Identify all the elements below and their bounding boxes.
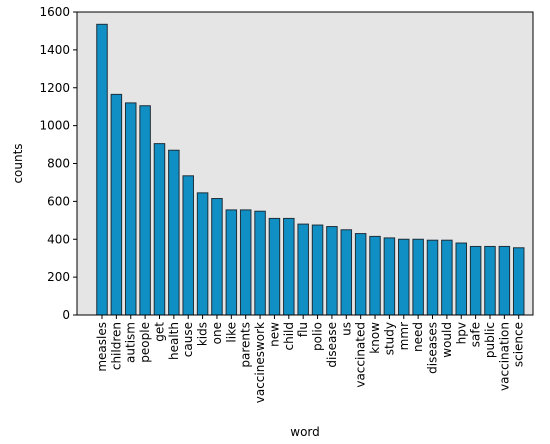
x-tick-label-parents: parents	[239, 322, 253, 368]
y-tick-label: 1600	[39, 5, 70, 19]
x-tick-label-us: us	[339, 322, 353, 336]
x-tick-label-science: science	[512, 322, 526, 367]
y-tick-label: 1400	[39, 43, 70, 57]
x-tick-label-get: get	[152, 322, 166, 342]
x-tick-label-flu: flu	[296, 322, 310, 337]
bar-need	[412, 238, 424, 316]
bar-disease	[326, 226, 338, 316]
x-tick-label-autism: autism	[124, 322, 138, 363]
bar-polio	[311, 224, 324, 316]
bar-vaccinated	[354, 233, 367, 316]
y-tick-label: 1200	[39, 81, 70, 95]
bar-parents	[239, 209, 252, 316]
bar-flu	[297, 223, 309, 316]
bar-kids	[196, 192, 209, 316]
x-tick-label-kids: kids	[196, 322, 210, 346]
x-tick-label-child: child	[282, 322, 296, 351]
x-tick-label-one: one	[210, 322, 224, 344]
bar-child	[283, 217, 295, 316]
bar-mmr	[398, 238, 410, 316]
x-axis-label: word	[290, 425, 320, 439]
x-tick-label-vaccineswork: vaccineswork	[253, 322, 267, 403]
x-tick-label-study: study	[382, 322, 396, 355]
x-tick-label-safe: safe	[469, 322, 483, 347]
x-tick-label-vaccination: vaccination	[497, 322, 511, 391]
bar-study	[383, 237, 396, 316]
y-tick-label: 400	[47, 232, 70, 246]
y-tick-label: 0	[62, 308, 70, 322]
bar-us	[340, 229, 353, 316]
bar-children	[110, 93, 123, 316]
x-tick-label-know: know	[368, 322, 382, 354]
x-tick-label-need: need	[411, 322, 425, 352]
bar-would	[441, 239, 453, 316]
x-tick-label-cause: cause	[181, 322, 195, 357]
plot-frame	[76, 11, 534, 316]
x-axis: measles children autism people get health caus…	[95, 315, 526, 403]
bar-measles	[96, 23, 108, 316]
bar-vaccination	[498, 245, 511, 316]
x-tick-label-people: people	[138, 322, 152, 363]
x-tick-label-new: new	[267, 322, 281, 347]
y-axis-label: counts	[11, 143, 25, 183]
x-tick-label-hpv: hpv	[454, 322, 468, 344]
bar-people	[139, 105, 151, 316]
x-tick-label-vaccinated: vaccinated	[354, 322, 368, 388]
x-tick-label-measles: measles	[95, 322, 109, 372]
bar-vaccineswork	[254, 210, 266, 316]
x-tick-label-would: would	[440, 322, 454, 358]
x-tick-label-children: children	[109, 322, 123, 370]
x-tick-label-diseases: diseases	[426, 322, 440, 374]
bar-cause	[182, 175, 194, 316]
y-axis: 0 200 400 600 800 1000 1200 1400 1600	[39, 5, 77, 322]
bar-science	[512, 247, 525, 316]
x-tick-label-disease: disease	[325, 322, 339, 368]
bar-diseases	[426, 239, 439, 316]
bar-one	[211, 198, 223, 316]
bar-new	[268, 217, 281, 316]
bar-know	[369, 235, 381, 316]
y-tick-label: 200	[47, 270, 70, 284]
bar-hpv	[455, 242, 467, 316]
x-tick-label-health: health	[167, 322, 181, 360]
x-tick-label-mmr: mmr	[397, 322, 411, 350]
x-tick-label-polio: polio	[311, 322, 325, 351]
x-tick-label-public: public	[483, 322, 497, 358]
x-tick-label-like: like	[224, 322, 238, 343]
bar-public	[484, 245, 496, 316]
y-tick-label: 600	[47, 194, 70, 208]
bar-get	[153, 143, 166, 316]
bar-autism	[124, 102, 137, 316]
bar-like	[225, 209, 238, 316]
y-tick-label: 1000	[39, 119, 70, 133]
bar-health	[168, 149, 180, 316]
y-tick-label: 800	[47, 157, 70, 171]
bar-safe	[469, 245, 482, 316]
